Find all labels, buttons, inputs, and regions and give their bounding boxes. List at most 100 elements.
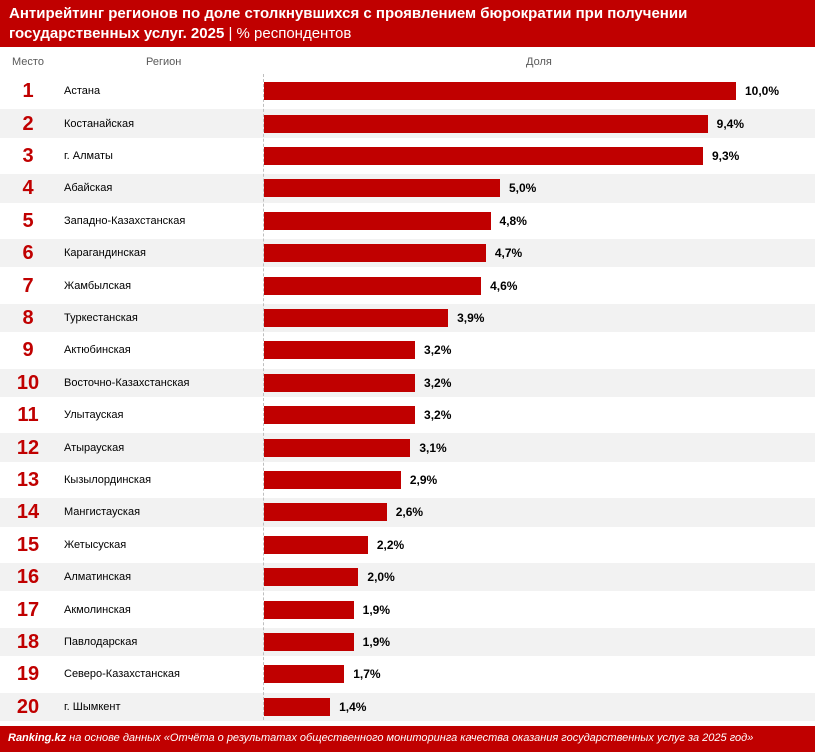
- bar: [264, 114, 708, 133]
- rank-number: 10: [16, 371, 40, 394]
- bar: [264, 665, 345, 684]
- bar: [264, 535, 368, 554]
- rank-number: 1: [22, 80, 34, 103]
- rank-number: 4: [22, 177, 34, 200]
- region-label: Павлодарская: [64, 636, 138, 648]
- region-label: Костанайская: [64, 117, 135, 130]
- bar: [264, 373, 416, 392]
- region-label: Туркестанская: [64, 312, 138, 324]
- region-label: Абайская: [64, 182, 113, 195]
- bar: [264, 697, 331, 716]
- row-background: [0, 692, 815, 721]
- region-label: г. Шымкент: [64, 700, 121, 713]
- bar: [264, 600, 354, 619]
- region-label: г. Алматы: [64, 150, 113, 162]
- rank-number: 8: [22, 307, 34, 329]
- data-label: 2,9%: [409, 473, 438, 487]
- data-label: 1,9%: [362, 635, 391, 649]
- source-brand: Ranking.kz: [8, 732, 67, 744]
- chart-title-unit: % респондентов: [236, 25, 352, 42]
- bar: [264, 503, 387, 522]
- data-label: 2,0%: [367, 570, 395, 585]
- data-label: 1,9%: [362, 602, 391, 617]
- source-text: на основе данных «Отчёта о результатах о…: [66, 732, 754, 744]
- bar: [264, 309, 449, 327]
- data-label: 2,2%: [376, 537, 405, 552]
- rank-number: 5: [22, 209, 34, 232]
- rank-number: 12: [16, 436, 40, 459]
- region-label: Атырауская: [64, 441, 125, 454]
- data-label: 5,0%: [509, 181, 537, 196]
- data-label: 4,7%: [494, 246, 523, 261]
- column-header-rank: Место: [12, 56, 44, 68]
- data-label: 1,7%: [353, 667, 381, 682]
- rank-number: 16: [16, 566, 40, 589]
- data-label: 1,4%: [339, 699, 367, 714]
- data-label: 4,8%: [499, 213, 527, 228]
- bar: [264, 179, 500, 198]
- region-label: Жамбылская: [64, 279, 132, 292]
- chart-header: Антирейтинг регионов по доле столкнувших…: [0, 0, 815, 47]
- data-label: 3,1%: [419, 440, 447, 455]
- data-label: 3,9%: [457, 311, 485, 325]
- data-label: 2,6%: [395, 505, 424, 520]
- bar: [264, 568, 359, 587]
- region-label: Мангистауская: [64, 506, 141, 519]
- row-background: [0, 563, 815, 592]
- chart-title-line2: государственных услуг. 2025 | % респонде…: [9, 25, 351, 43]
- region-label: Восточно-Казахстанская: [64, 376, 190, 389]
- rank-number: 11: [17, 404, 39, 427]
- bar: [264, 147, 703, 165]
- rank-number: 6: [22, 242, 34, 265]
- rank-number: 19: [16, 663, 40, 686]
- rank-number: 3: [22, 145, 34, 167]
- bar: [264, 438, 411, 457]
- rank-number: 2: [22, 112, 34, 135]
- bar: [264, 471, 401, 489]
- region-label: Алматинская: [64, 571, 132, 584]
- data-label: 4,6%: [490, 278, 518, 293]
- row-background: [0, 627, 815, 657]
- bar: [264, 211, 491, 230]
- region-label: Актюбинская: [64, 344, 131, 357]
- row-background: [0, 498, 815, 527]
- rank-number: 18: [16, 631, 40, 653]
- data-label: 3,2%: [424, 375, 452, 390]
- rank-number: 7: [22, 274, 34, 297]
- region-label: Жетысуская: [64, 538, 127, 551]
- data-label: 10,0%: [745, 84, 780, 99]
- rank-number: 15: [16, 533, 40, 556]
- bar: [264, 406, 416, 425]
- column-header-region: Регион: [146, 56, 182, 68]
- column-header-share: Доля: [526, 56, 552, 68]
- rank-number: 14: [16, 501, 40, 524]
- region-label: Северо-Казахстанская: [64, 668, 180, 681]
- chart-title-bold: государственных услуг. 2025: [9, 25, 225, 42]
- row-background: [0, 530, 815, 559]
- chart-title-separator: |: [224, 25, 237, 42]
- region-label: Улытауская: [64, 409, 124, 422]
- data-label: 3,2%: [424, 343, 452, 358]
- chart-footer: Ranking.kz на основе данных «Отчёта о ре…: [0, 726, 815, 752]
- region-label: Астана: [64, 85, 101, 98]
- bar: [264, 633, 354, 651]
- data-label: 9,3%: [711, 149, 740, 163]
- rank-number: 13: [16, 469, 40, 491]
- bar: [264, 244, 486, 263]
- rank-number: 9: [22, 339, 34, 362]
- bar: [264, 341, 416, 360]
- data-label: 3,2%: [424, 408, 452, 423]
- row-background: [0, 660, 815, 689]
- region-label: Кызылординская: [64, 474, 152, 486]
- rank-number: 17: [16, 598, 40, 621]
- rank-number: 20: [16, 695, 40, 718]
- chart-axis-baseline: [263, 74, 264, 720]
- row-background: [0, 595, 815, 624]
- data-label: 9,4%: [716, 116, 745, 131]
- chart-title-line1: Антирейтинг регионов по доле столкнувших…: [9, 5, 688, 22]
- source-note: Ranking.kz на основе данных «Отчёта о ре…: [8, 732, 753, 744]
- row-background: [0, 465, 815, 495]
- bar: [264, 276, 482, 295]
- region-label: Акмолинская: [64, 603, 131, 616]
